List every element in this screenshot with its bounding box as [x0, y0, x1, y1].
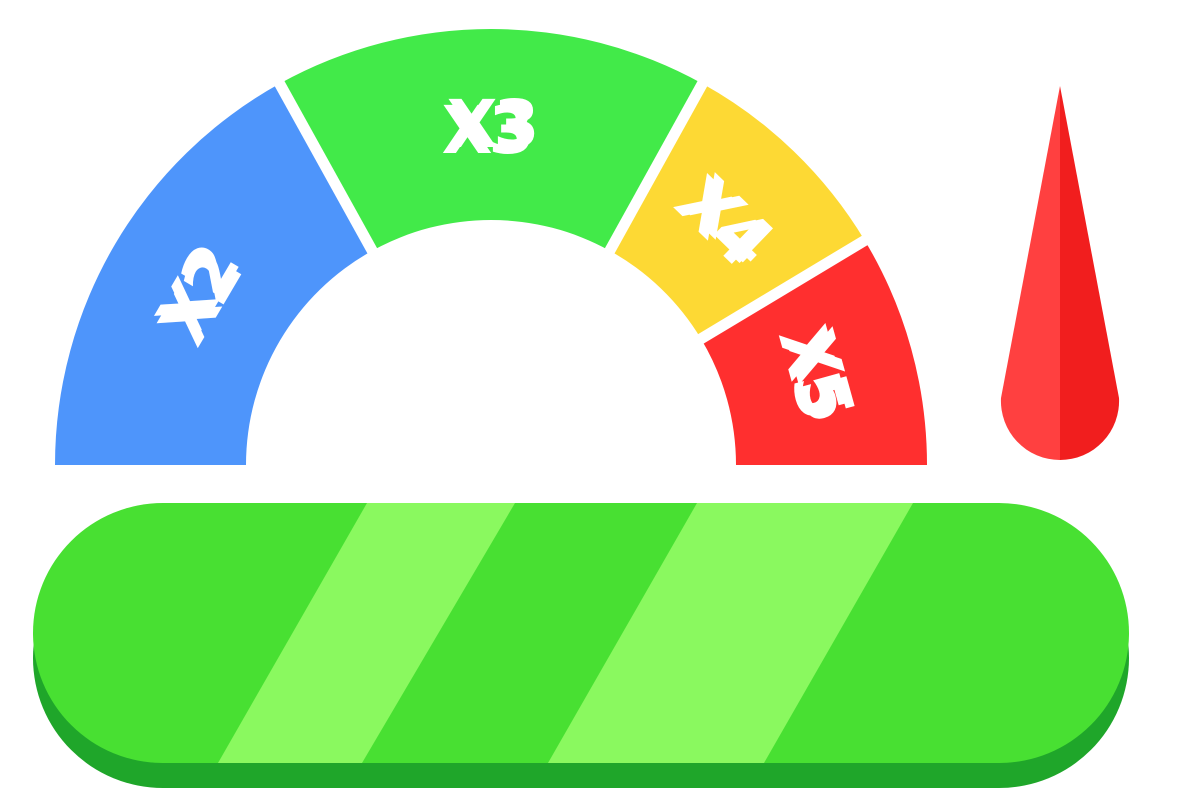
meter-divider	[269, 72, 382, 263]
meter-segment-x5	[701, 240, 927, 465]
meter-label-x3: X3 X3	[442, 86, 540, 169]
meter-divider	[689, 230, 877, 349]
power-bar[interactable]	[33, 503, 1129, 788]
needle-pointer	[1000, 86, 1120, 461]
power-bar-stripe	[548, 503, 913, 763]
meter-divider	[600, 72, 713, 263]
multiplier-meter: X2 X2 X3 X3 X4 X4 X5 X5	[55, 28, 927, 466]
meter-label-shadow: X3	[442, 92, 531, 169]
needle-left-half	[1000, 86, 1060, 461]
power-bar-stripe	[218, 503, 515, 763]
meter-label-text: X3	[447, 86, 536, 163]
meter-segment-x3	[279, 28, 703, 251]
needle-right-half	[1060, 86, 1120, 461]
meter-segment-x2	[55, 83, 373, 466]
